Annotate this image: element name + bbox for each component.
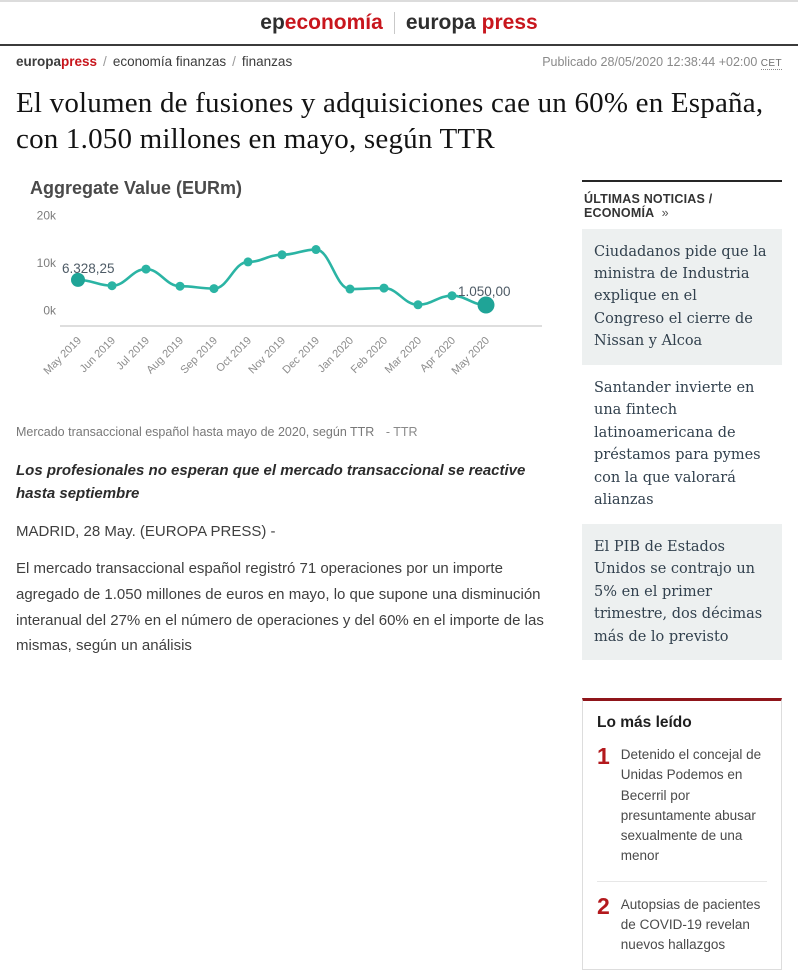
sidebar: ÚLTIMAS NOTICIAS / ECONOMÍA » Ciudadanos… xyxy=(582,170,782,970)
article-headline: El volumen de fusiones y adquisiciones c… xyxy=(16,85,782,158)
most-read-item-text: Detenido el concejal de Unidas Podemos e… xyxy=(621,745,767,867)
chart-point xyxy=(210,284,219,293)
most-read-box: Lo más leído 1 Detenido el concejal de U… xyxy=(582,698,782,970)
y-axis-tick: 20k xyxy=(37,208,57,222)
chart-point xyxy=(244,257,253,266)
first-point-label: 6.328,25 xyxy=(62,260,115,275)
news-item[interactable]: Santander invierte en una fintech latino… xyxy=(582,365,782,524)
y-axis-tick: 0k xyxy=(43,303,57,317)
article-body: El mercado transaccional español registr… xyxy=(16,556,560,659)
chart-title: Aggregate Value (EURm) xyxy=(30,178,560,199)
chart-point xyxy=(346,284,355,293)
breadcrumb-press: press xyxy=(61,54,97,69)
x-axis-label: Sep 2019 xyxy=(178,334,220,376)
most-read-title: Lo más leído xyxy=(597,714,767,732)
logo-press-text: press xyxy=(482,11,538,34)
chart-point xyxy=(278,250,287,259)
x-axis-label: May 2019 xyxy=(41,334,84,377)
rank-number: 1 xyxy=(597,745,610,867)
chart-point xyxy=(142,264,151,273)
x-axis-label: Dec 2019 xyxy=(280,334,322,376)
crumb-separator: / xyxy=(232,54,236,69)
article-subhead: Los profesionales no esperan que el merc… xyxy=(16,459,560,506)
news-item[interactable]: El PIB de Estados Unidos se contrajo un … xyxy=(582,524,782,660)
rank-number: 2 xyxy=(597,895,610,956)
news-item[interactable]: Ciudadanos pide que la ministra de Indus… xyxy=(582,229,782,365)
breadcrumb-bar: europapress / economía finanzas / finanzas P… xyxy=(0,46,798,75)
chart-point xyxy=(414,300,423,309)
news-article-page: { "header": { "logo": { "part1": "ep", "… xyxy=(0,0,798,628)
chart-point xyxy=(478,296,495,313)
breadcrumb-europa: europa xyxy=(16,54,61,69)
logo-europapress[interactable]: europa press xyxy=(406,11,538,35)
chart-point xyxy=(176,281,185,290)
logo-divider xyxy=(394,12,395,34)
chart-point xyxy=(448,291,457,300)
published-text: Publicado 28/05/2020 12:38:44 +02:00 xyxy=(542,55,757,69)
timezone-label[interactable]: CET xyxy=(761,58,782,70)
breadcrumb: europapress / economía finanzas / finanzas xyxy=(16,54,292,69)
site-logo[interactable]: epeconomía europa press xyxy=(260,11,537,35)
breadcrumb-finanzas-link[interactable]: finanzas xyxy=(242,54,292,69)
latest-news-box: ÚLTIMAS NOTICIAS / ECONOMÍA » Ciudadanos… xyxy=(582,180,782,661)
most-read-item-text: Autopsias de pacientes de COVID-19 revel… xyxy=(621,895,767,956)
x-axis-label: Jun 2019 xyxy=(78,334,118,374)
caption-credit: - TTR xyxy=(386,425,418,439)
breadcrumb-economia-finanzas-link[interactable]: economía finanzas xyxy=(113,54,226,69)
breadcrumb-home-link[interactable]: europapress xyxy=(16,54,97,69)
latest-news-title-text: ÚLTIMAS NOTICIAS / ECONOMÍA xyxy=(584,192,712,220)
logo-europa-text: europa xyxy=(406,11,482,34)
most-read-item[interactable]: 1 Detenido el concejal de Unidas Podemos… xyxy=(597,732,767,882)
most-read-item[interactable]: 2 Autopsias de pacientes de COVID-19 rev… xyxy=(597,882,767,970)
chevron-right-icon: » xyxy=(662,206,669,220)
logo-ep-text: ep xyxy=(260,11,285,34)
site-header: epeconomía europa press xyxy=(0,2,798,46)
chart-caption: Mercado transaccional español hasta mayo… xyxy=(16,425,560,439)
latest-news-title[interactable]: ÚLTIMAS NOTICIAS / ECONOMÍA » xyxy=(582,182,782,229)
y-axis-tick: 10k xyxy=(37,255,57,269)
logo-economia-text: economía xyxy=(285,11,383,34)
x-axis-label: Mar 2020 xyxy=(383,334,424,375)
logo-epeconomia[interactable]: epeconomía xyxy=(260,11,383,35)
caption-text: Mercado transaccional español hasta mayo… xyxy=(16,425,374,439)
chart-point xyxy=(108,281,117,290)
crumb-separator: / xyxy=(103,54,107,69)
chart-point xyxy=(312,245,321,254)
last-point-label: 1.050,00 xyxy=(458,284,511,299)
article-dateline: MADRID, 28 May. (EUROPA PRESS) - xyxy=(16,523,560,540)
chart-point xyxy=(380,283,389,292)
published-date: Publicado 28/05/2020 12:38:44 +02:00 CET xyxy=(542,55,782,69)
